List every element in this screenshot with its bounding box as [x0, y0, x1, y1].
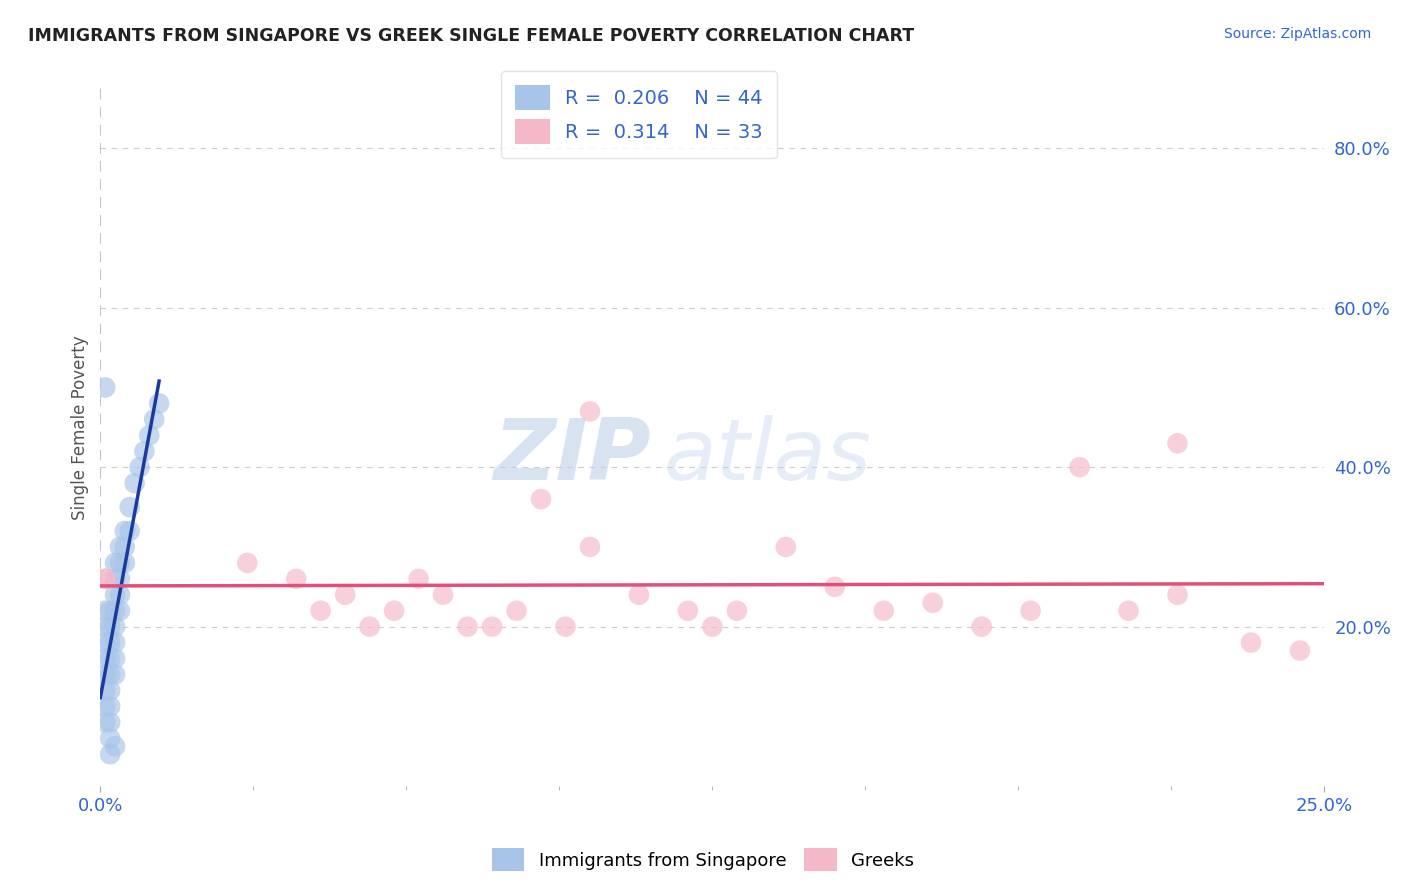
Point	[128, 460, 150, 475]
Point	[143, 412, 166, 426]
Point	[333, 588, 356, 602]
Point	[94, 620, 117, 634]
Point	[94, 715, 117, 730]
Point	[579, 404, 602, 418]
Point	[124, 476, 146, 491]
Point	[138, 428, 160, 442]
Legend: R =  0.206    N = 44, R =  0.314    N = 33: R = 0.206 N = 44, R = 0.314 N = 33	[501, 71, 776, 158]
Text: IMMIGRANTS FROM SINGAPORE VS GREEK SINGLE FEMALE POVERTY CORRELATION CHART: IMMIGRANTS FROM SINGAPORE VS GREEK SINGL…	[28, 27, 914, 45]
Point	[94, 667, 117, 681]
Point	[94, 683, 117, 698]
Point	[1019, 604, 1042, 618]
Point	[104, 667, 127, 681]
Point	[481, 620, 503, 634]
Point	[98, 620, 121, 634]
Point	[457, 620, 479, 634]
Point	[1069, 460, 1091, 475]
Point	[104, 651, 127, 665]
Point	[94, 699, 117, 714]
Point	[775, 540, 797, 554]
Point	[408, 572, 430, 586]
Point	[98, 731, 121, 746]
Text: Source: ZipAtlas.com: Source: ZipAtlas.com	[1223, 27, 1371, 41]
Point	[108, 540, 131, 554]
Legend: Immigrants from Singapore, Greeks: Immigrants from Singapore, Greeks	[485, 841, 921, 879]
Point	[970, 620, 993, 634]
Point	[1240, 635, 1263, 649]
Point	[104, 556, 127, 570]
Point	[98, 604, 121, 618]
Point	[118, 524, 141, 538]
Point	[98, 651, 121, 665]
Point	[134, 444, 156, 458]
Point	[1118, 604, 1140, 618]
Point	[505, 604, 527, 618]
Point	[104, 588, 127, 602]
Point	[118, 500, 141, 514]
Point	[98, 635, 121, 649]
Point	[98, 699, 121, 714]
Point	[725, 604, 748, 618]
Point	[94, 572, 117, 586]
Point	[94, 380, 117, 394]
Point	[873, 604, 896, 618]
Point	[148, 396, 170, 410]
Point	[114, 556, 136, 570]
Point	[1289, 643, 1312, 657]
Point	[676, 604, 699, 618]
Y-axis label: Single Female Poverty: Single Female Poverty	[72, 335, 89, 520]
Point	[104, 572, 127, 586]
Point	[94, 572, 117, 586]
Point	[94, 635, 117, 649]
Point	[530, 492, 553, 507]
Point	[579, 540, 602, 554]
Point	[104, 620, 127, 634]
Point	[382, 604, 405, 618]
Point	[98, 747, 121, 762]
Point	[285, 572, 308, 586]
Point	[627, 588, 650, 602]
Point	[104, 739, 127, 754]
Text: ZIP: ZIP	[494, 415, 651, 498]
Point	[108, 572, 131, 586]
Point	[359, 620, 381, 634]
Point	[108, 556, 131, 570]
Point	[114, 540, 136, 554]
Point	[98, 683, 121, 698]
Point	[98, 667, 121, 681]
Point	[824, 580, 846, 594]
Point	[921, 596, 943, 610]
Point	[309, 604, 332, 618]
Point	[94, 651, 117, 665]
Point	[1166, 436, 1188, 450]
Point	[1166, 588, 1188, 602]
Point	[114, 524, 136, 538]
Point	[432, 588, 454, 602]
Point	[94, 604, 117, 618]
Point	[554, 620, 576, 634]
Text: atlas: atlas	[664, 415, 872, 498]
Point	[108, 588, 131, 602]
Point	[236, 556, 259, 570]
Point	[104, 604, 127, 618]
Point	[702, 620, 724, 634]
Point	[98, 715, 121, 730]
Point	[108, 604, 131, 618]
Point	[104, 635, 127, 649]
